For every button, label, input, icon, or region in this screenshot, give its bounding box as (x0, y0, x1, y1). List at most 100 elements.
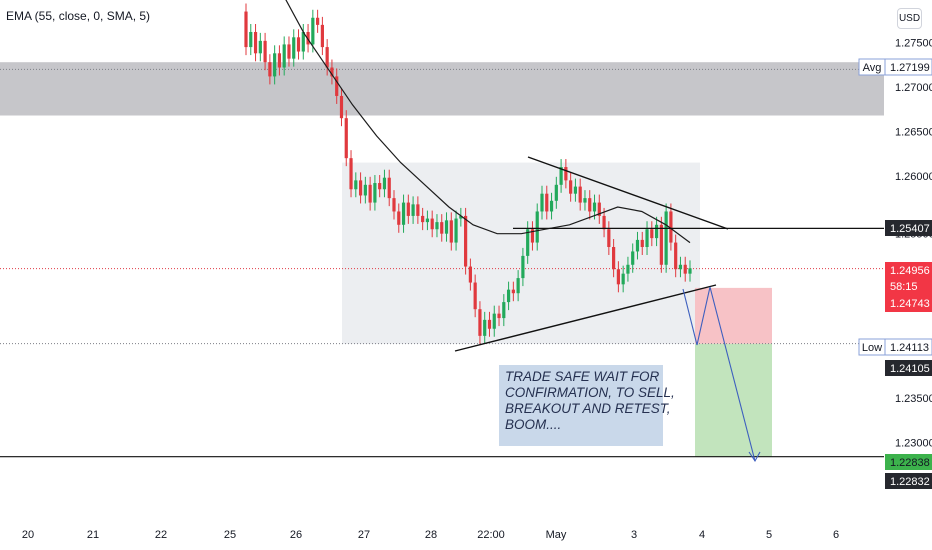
time-tick-label: 3 (631, 529, 637, 541)
candle-body (506, 289, 511, 303)
candle-body (497, 313, 501, 319)
price-badge-value: 58:15 (890, 281, 918, 293)
price-tick-label: 1.23500 (895, 393, 932, 405)
trade-note-line: BOOM.... (505, 417, 562, 432)
candle-body (344, 118, 348, 159)
candle-body (669, 211, 673, 243)
candle-body (440, 222, 444, 234)
candle-body (358, 180, 363, 196)
candle-body (425, 218, 430, 223)
price-axis[interactable]: 1.275001.270001.265001.260001.255001.235… (895, 38, 932, 450)
candle-body (459, 215, 463, 219)
price-badge-tag-text: Low (862, 342, 882, 354)
candle-body (397, 211, 401, 225)
candle-body (339, 95, 344, 119)
candle-body (387, 177, 391, 199)
candle-body (573, 186, 578, 194)
candlestick-series (244, 3, 692, 344)
candle-body (330, 67, 334, 77)
candle-body (597, 202, 601, 216)
time-tick-label: 28 (425, 529, 437, 541)
price-badges: Avg 1.27199 1.25407 1.24956 58:15 1.24743 Low 1… (858, 58, 932, 489)
zone-target (695, 343, 772, 457)
candle-body (635, 239, 640, 252)
candle-body (325, 47, 329, 68)
candle-body (530, 229, 535, 243)
candle-body (349, 158, 353, 190)
price-badge (885, 262, 932, 279)
currency-button[interactable]: USD (897, 8, 922, 29)
candle-body (559, 167, 563, 185)
candle-body (621, 273, 625, 285)
candle-body (287, 44, 291, 59)
candle-body (363, 184, 367, 196)
time-axis[interactable]: 20 21 22 25 26 27 28 22:00 May 3 4 5 6 (22, 529, 839, 541)
candle-body (249, 31, 253, 48)
price-badge-value: 1.22832 (890, 476, 930, 488)
candle-body (607, 229, 611, 248)
zone-stop (695, 287, 772, 344)
candle-body (382, 177, 387, 190)
candle-body (545, 193, 549, 212)
candle-body (659, 224, 663, 265)
candle-body (316, 17, 320, 25)
candle-body (306, 31, 310, 45)
time-tick-label: 6 (833, 529, 839, 541)
projection-arrowhead (748, 451, 761, 463)
candle-body (526, 229, 530, 256)
candle-body (468, 266, 472, 283)
chart-zones (0, 62, 884, 457)
candle-body (664, 211, 668, 265)
candle-body (311, 17, 315, 45)
candle-body (296, 37, 301, 52)
candle-body (626, 264, 630, 274)
candle-body (688, 268, 692, 274)
candle-body (473, 282, 477, 310)
candle-body (645, 229, 649, 248)
price-tick-label: 1.26000 (895, 171, 932, 183)
candle-body (421, 215, 425, 223)
zone-resistance (0, 62, 884, 116)
candle-body (678, 264, 683, 270)
price-badge-value: 1.24956 (890, 265, 930, 277)
candle-body (464, 215, 468, 267)
candle-body (569, 180, 573, 194)
price-tick-label: 1.26500 (895, 126, 932, 138)
candle-body (244, 11, 248, 48)
candle-body (588, 198, 592, 212)
price-tick-label: 1.27500 (895, 38, 932, 50)
candle-body (592, 202, 597, 212)
candle-body (564, 167, 568, 181)
chart-grid (0, 68, 884, 345)
candle-body (683, 264, 687, 274)
time-tick-label: 21 (87, 529, 99, 541)
time-tick-label: 22 (155, 529, 167, 541)
candle-body (411, 204, 415, 216)
price-badge-value: 1.22838 (890, 457, 930, 469)
time-tick-label: 20 (22, 529, 34, 541)
lower-trendline (454, 284, 717, 352)
candle-body (631, 251, 635, 265)
trendline-drawings (0, 156, 884, 463)
price-badge-value: 1.24105 (890, 363, 930, 375)
price-badge (885, 473, 932, 489)
price-badge (884, 58, 932, 76)
price-badge-value: 1.25407 (890, 223, 930, 235)
trade-note[interactable]: TRADE SAFE WAIT FOR CONFIRMATION, TO SELL… (499, 365, 675, 446)
candle-body (578, 186, 582, 203)
candle-body (277, 53, 282, 68)
indicator-legend[interactable]: EMA (55, close, 0, SMA, 5) (6, 9, 151, 23)
candle-body (378, 183, 382, 190)
price-badge (885, 220, 932, 236)
time-tick-label: 22:00 (477, 529, 505, 541)
candle-body (511, 289, 515, 294)
candle-body (602, 215, 606, 230)
candle-body (478, 309, 482, 336)
trade-note-line: BREAKOUT AND RETEST, (505, 401, 671, 416)
candle-body (454, 218, 458, 243)
candle-body (674, 242, 678, 270)
candle-body (612, 247, 616, 270)
price-tick-label: 1.27000 (895, 82, 932, 94)
candle-body (554, 184, 558, 201)
